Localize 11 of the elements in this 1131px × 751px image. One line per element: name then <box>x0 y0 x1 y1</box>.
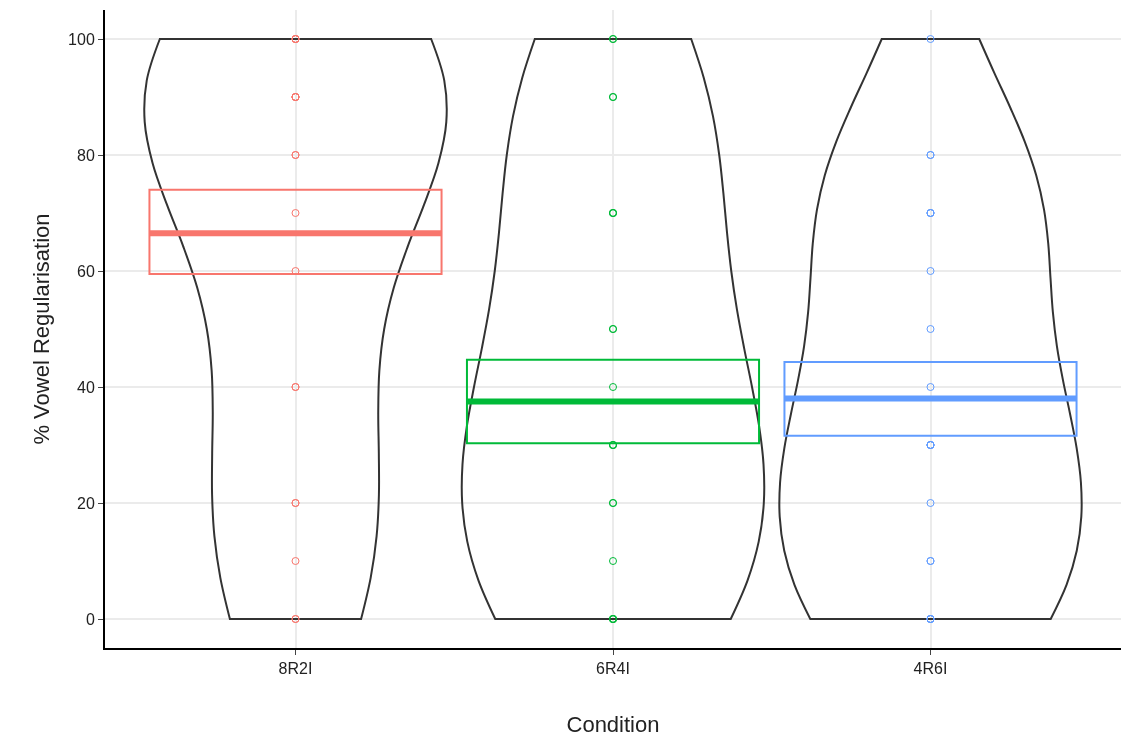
x-tick-label: 6R4I <box>596 660 630 678</box>
x-axis-title: Condition <box>566 711 660 737</box>
y-tick-label: 80 <box>77 146 95 164</box>
x-tick-label: 8R2I <box>278 660 313 678</box>
y-tick-label: 0 <box>85 610 95 628</box>
y-tick-label: 20 <box>77 494 95 512</box>
y-tick-label: 60 <box>77 262 95 280</box>
y-axis-title: % Vowel Regularisation <box>29 213 55 445</box>
x-tick-label: 4R6I <box>913 660 948 678</box>
y-tick-label: 40 <box>77 378 95 396</box>
y-tick-label: 100 <box>68 30 95 48</box>
